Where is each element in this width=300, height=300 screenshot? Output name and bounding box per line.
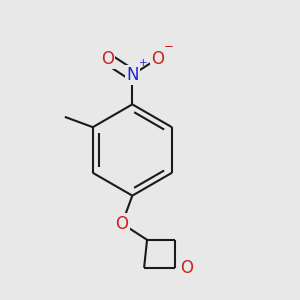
Text: O: O <box>180 259 193 277</box>
Text: +: + <box>139 58 147 68</box>
Text: N: N <box>126 66 139 84</box>
Text: −: − <box>164 40 174 53</box>
Text: O: O <box>101 50 114 68</box>
Text: O: O <box>151 50 164 68</box>
Text: O: O <box>116 214 128 232</box>
